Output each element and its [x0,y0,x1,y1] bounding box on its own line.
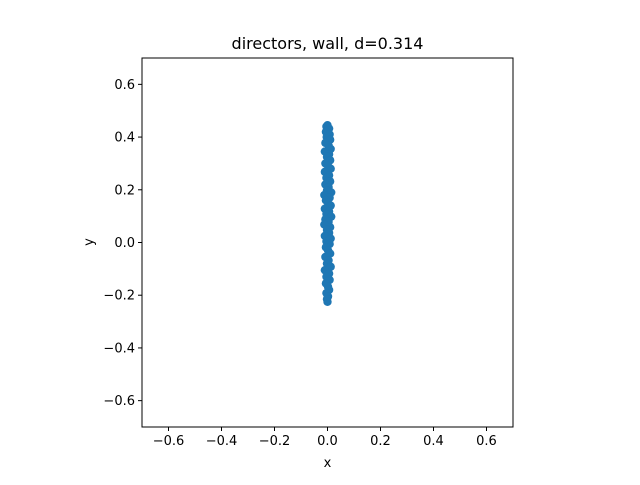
data-point [323,297,332,306]
x-tick-label: 0.6 [476,434,497,449]
x-tick-label: −0.4 [206,434,238,449]
y-tick-label: −0.4 [103,341,135,356]
y-tick-label: 0.0 [114,236,135,251]
y-tick-label: 0.2 [114,183,135,198]
x-axis-ticks: −0.6 −0.4 −0.2 0.0 0.2 0.4 0.6 [153,427,497,449]
x-tick-label: 0.4 [423,434,444,449]
x-tick-label: −0.2 [259,434,291,449]
y-tick-label: −0.6 [103,394,135,409]
x-axis-label: x [324,456,332,471]
y-axis-label: y [82,238,97,246]
y-tick-label: 0.4 [114,131,135,146]
x-tick-label: 0.0 [317,434,338,449]
y-tick-label: 0.6 [114,78,135,93]
chart-title: directors, wall, d=0.314 [232,34,424,53]
y-tick-label: −0.2 [103,289,135,304]
x-tick-label: 0.2 [370,434,391,449]
points-layer [320,121,336,306]
x-tick-label: −0.6 [153,434,185,449]
y-axis-ticks: −0.6 −0.4 −0.2 0.0 0.2 0.4 0.6 [103,78,142,409]
